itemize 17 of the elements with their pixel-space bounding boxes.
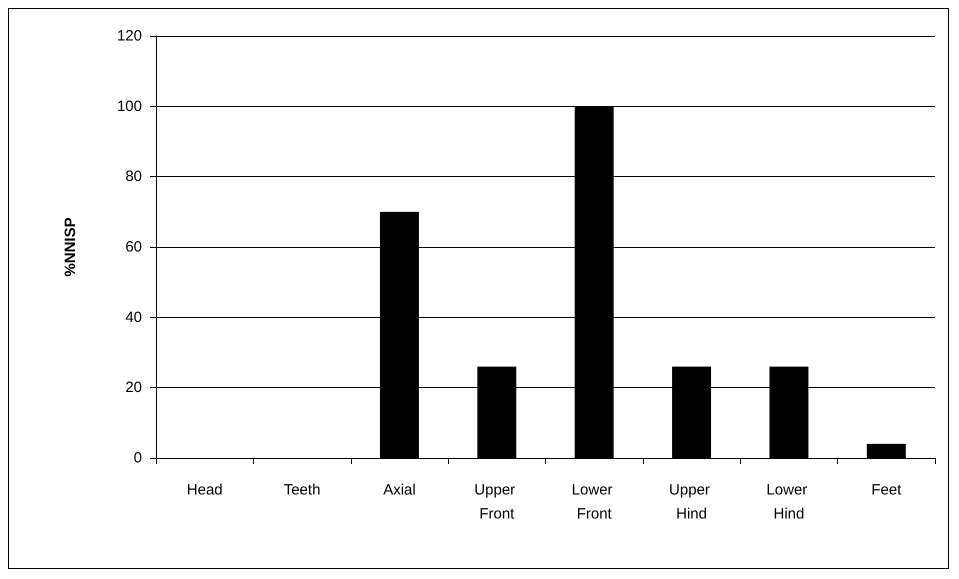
x-tick-label: Head: [186, 482, 223, 498]
y-tick-label: 60: [125, 238, 142, 256]
y-tick-label: 40: [125, 308, 142, 326]
x-tick-label: Axial: [383, 482, 416, 498]
x-tick-label: Lower Hind: [766, 482, 812, 522]
x-tick-label: Lower Front: [572, 482, 617, 522]
y-tick-label: 100: [116, 98, 142, 115]
bar: [866, 444, 906, 458]
x-tick-label: Feet: [871, 482, 902, 498]
x-tick-label: Upper Front: [474, 482, 520, 522]
y-tick-label: 20: [125, 379, 142, 396]
y-axis-title: %NNISP: [62, 217, 79, 277]
y-tick-label: 80: [125, 168, 142, 186]
x-tick-label: Teeth: [284, 482, 320, 498]
x-tick-label: Upper Hind: [669, 482, 714, 522]
y-tick-label: 0: [134, 450, 142, 466]
y-tick-label: 120: [116, 28, 142, 44]
